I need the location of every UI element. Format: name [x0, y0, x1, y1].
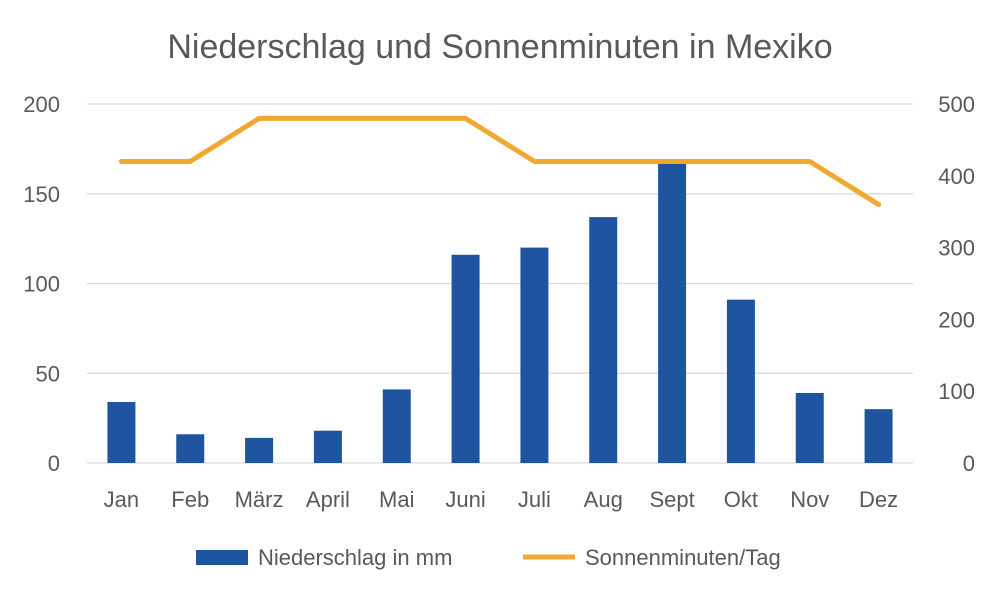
- bar-precipitation: [382, 389, 411, 463]
- category-label: Sept: [649, 487, 694, 512]
- category-label: März: [235, 487, 284, 512]
- left-tick-label: 150: [23, 182, 60, 207]
- right-tick-label: 400: [938, 164, 975, 189]
- line-sunshine: [118, 115, 882, 208]
- bar-precipitation: [589, 217, 618, 463]
- bar-precipitation: [795, 392, 824, 463]
- legend-swatch-precipitation: [196, 550, 248, 565]
- bar-precipitation: [864, 409, 893, 463]
- right-tick-label: 300: [938, 236, 975, 261]
- legend: Niederschlag in mm Sonnenminuten/Tag: [196, 545, 781, 570]
- legend-label-sunshine: Sonnenminuten/Tag: [585, 545, 781, 570]
- bar-precipitation: [245, 437, 274, 463]
- bar-precipitation: [520, 247, 549, 463]
- right-tick-label: 0: [963, 451, 975, 476]
- category-label: Okt: [724, 487, 758, 512]
- left-tick-label: 200: [23, 92, 60, 117]
- bar-precipitation: [726, 299, 755, 463]
- right-axis-ticks: 0 100 200 300 400 500: [938, 92, 975, 476]
- bar-precipitation: [313, 430, 342, 463]
- bar-precipitation: [107, 401, 136, 463]
- category-label: April: [306, 487, 350, 512]
- legend-label-precipitation: Niederschlag in mm: [258, 545, 452, 570]
- category-label: Dez: [859, 487, 898, 512]
- category-axis: Jan Feb März April Mai Juni Juli Aug Sept Okt Nov D…: [104, 487, 898, 512]
- bar-precipitation: [658, 163, 687, 464]
- category-label: Feb: [171, 487, 209, 512]
- category-label: Nov: [790, 487, 829, 512]
- bar-precipitation: [451, 254, 480, 463]
- right-tick-label: 200: [938, 307, 975, 332]
- bar-precipitation: [176, 434, 205, 463]
- left-tick-label: 0: [48, 451, 60, 476]
- right-tick-label: 500: [938, 92, 975, 117]
- right-tick-label: 100: [938, 379, 975, 404]
- chart-title: Niederschlag und Sonnenminuten in Mexiko: [167, 28, 832, 66]
- category-label: Mai: [379, 487, 414, 512]
- category-label: Juli: [518, 487, 551, 512]
- left-tick-label: 100: [23, 272, 60, 297]
- sunshine-line: [118, 115, 882, 208]
- gridlines: [87, 103, 913, 464]
- left-tick-label: 50: [36, 361, 60, 386]
- category-label: Juni: [445, 487, 485, 512]
- left-axis-ticks: 0 50 100 150 200: [23, 92, 60, 476]
- precipitation-bars: [107, 163, 893, 464]
- category-label: Aug: [584, 487, 623, 512]
- category-label: Jan: [104, 487, 139, 512]
